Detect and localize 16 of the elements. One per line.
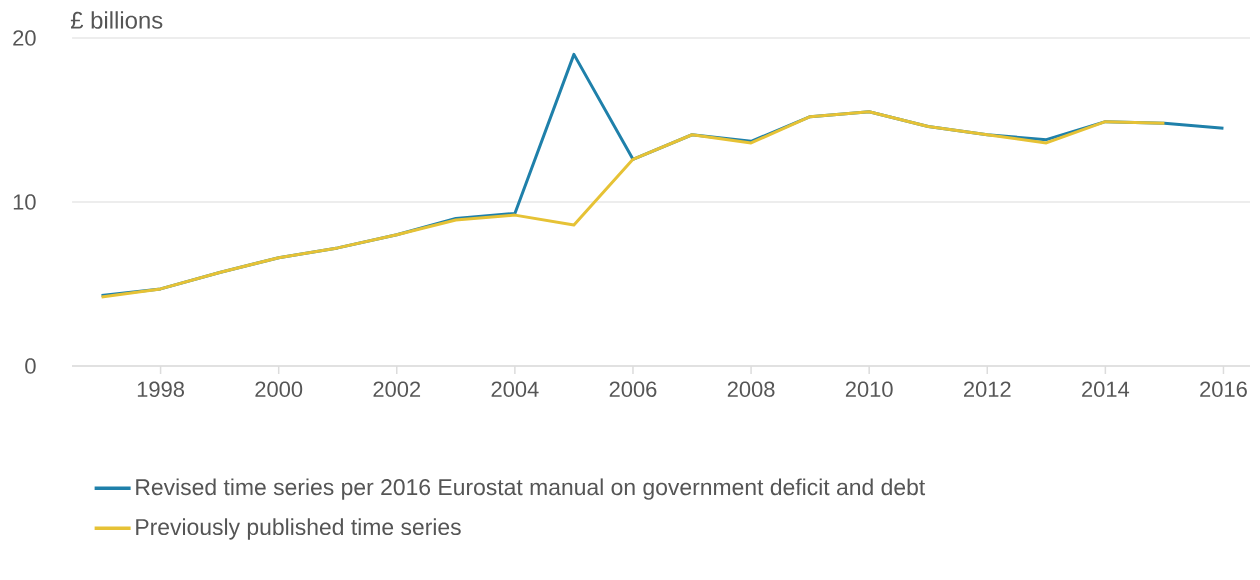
x-tick-label: 2000	[255, 381, 303, 398]
legend-label: Previously published time series	[136, 518, 461, 540]
x-tick-label: 2016	[1200, 381, 1247, 398]
x-tick-label: 2002	[373, 381, 421, 398]
x-tick-label: 2014	[1082, 381, 1130, 398]
legend-label: Revised time series per 2016 Eurostat manual on government deficit and debt	[136, 478, 926, 500]
y-tick-label: 20	[13, 30, 36, 46]
x-tick-label: 2008	[727, 381, 775, 398]
x-tick-label: 2012	[964, 381, 1011, 398]
y-axis-title: £ billions	[70, 11, 163, 29]
y-tick-label: 10	[13, 194, 36, 210]
y-tick-label: 0	[25, 358, 36, 374]
x-tick-label: 2004	[491, 381, 539, 398]
x-tick-label: 2006	[609, 381, 657, 398]
x-tick-label: 2010	[845, 381, 893, 398]
x-tick-label: 1998	[137, 381, 184, 398]
